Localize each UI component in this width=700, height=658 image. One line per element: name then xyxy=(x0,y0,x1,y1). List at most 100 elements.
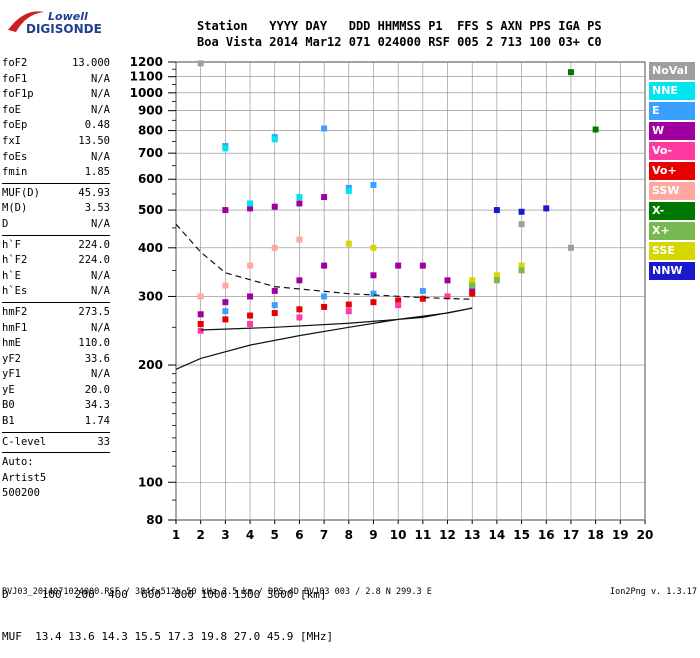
data-point xyxy=(271,136,278,143)
param-value: 34.3 xyxy=(84,399,110,412)
legend-item: E xyxy=(649,102,695,120)
x-tick-label: 2 xyxy=(197,528,205,542)
y-tick-label: 80 xyxy=(146,513,163,527)
y-tick-label: 100 xyxy=(138,475,163,489)
param-row: foF1 N/A xyxy=(2,72,110,88)
logo-line2: DIGISONDE xyxy=(26,22,102,36)
data-point xyxy=(518,208,525,215)
data-point xyxy=(493,277,500,284)
data-point xyxy=(419,287,426,294)
param-row: foF1p N/A xyxy=(2,87,110,103)
param-name: h`E xyxy=(2,269,21,282)
data-point xyxy=(197,60,204,67)
x-tick-label: 14 xyxy=(489,528,506,542)
param-name: hmF2 xyxy=(2,305,28,318)
param-name: B1 xyxy=(2,415,15,428)
param-value: N/A xyxy=(91,72,110,85)
param-value: N/A xyxy=(91,217,110,230)
param-name: foE xyxy=(2,103,21,116)
param-row: fmin 1.85 xyxy=(2,165,110,181)
param-name: M(D) xyxy=(2,202,28,215)
param-name: yF1 xyxy=(2,368,21,381)
param-row: hmF1 N/A xyxy=(2,321,110,337)
param-name: yE xyxy=(2,383,15,396)
legend-item: SSE xyxy=(649,242,695,260)
data-point xyxy=(345,187,352,194)
data-point xyxy=(543,205,550,212)
data-point xyxy=(247,312,254,319)
data-point xyxy=(222,299,229,306)
param-name: h`F2 xyxy=(2,254,28,267)
param-value: 20.0 xyxy=(84,383,110,396)
data-point xyxy=(296,200,303,207)
x-tick-label: 19 xyxy=(612,528,629,542)
data-point xyxy=(493,207,500,214)
param-row: h`F2 224.0 xyxy=(2,253,110,269)
param-row: yE 20.0 xyxy=(2,383,110,399)
y-tick-label: 400 xyxy=(138,241,163,255)
data-point xyxy=(370,272,377,279)
data-point xyxy=(296,306,303,313)
param-name: foEs xyxy=(2,150,28,163)
data-point xyxy=(395,302,402,309)
data-point xyxy=(469,282,476,289)
param-value: 224.0 xyxy=(78,238,110,251)
param-row: yF2 33.6 xyxy=(2,352,110,368)
param-value: 273.5 xyxy=(78,305,110,318)
separator xyxy=(2,301,110,303)
data-point xyxy=(321,194,328,201)
param-row: hmF2 273.5 xyxy=(2,305,110,321)
ionogram-plot: 1 2 3 4 5 6 7 8 9 10 11 12 13 14 15 16 17 18 19 20801002003… xyxy=(130,55,654,542)
distance-row: D 100 200 400 600 800 1000 1500 3000 [km… xyxy=(2,588,327,601)
param-value: 33.6 xyxy=(84,352,110,365)
y-tick-label: 900 xyxy=(138,104,163,118)
param-row: h`E N/A xyxy=(2,269,110,285)
data-point xyxy=(296,236,303,243)
data-point xyxy=(419,262,426,269)
data-point xyxy=(247,205,254,212)
data-point xyxy=(222,282,229,289)
param-name: foEp xyxy=(2,119,28,132)
data-point xyxy=(321,262,328,269)
legend-item: SSW xyxy=(649,182,695,200)
legend-item: X- xyxy=(649,202,695,220)
data-point xyxy=(469,290,476,297)
param-name: fmin xyxy=(2,166,28,179)
param-name: h`F xyxy=(2,238,21,251)
data-point xyxy=(222,308,229,315)
param-name: yF2 xyxy=(2,352,21,365)
separator xyxy=(2,234,110,236)
polarization-legend: NoVal NNE E W Vo- Vo+ SSW X- X+ SSE NNW xyxy=(649,62,695,282)
x-tick-label: 7 xyxy=(320,528,328,542)
param-value: N/A xyxy=(91,321,110,334)
param-name: foF2 xyxy=(2,57,28,69)
x-tick-label: 15 xyxy=(513,528,530,542)
data-point xyxy=(567,244,574,251)
legend-item: W xyxy=(649,122,695,140)
x-tick-label: 1 xyxy=(172,528,180,542)
param-value: N/A xyxy=(91,285,110,298)
param-name: hmE xyxy=(2,337,21,350)
x-tick-label: 13 xyxy=(464,528,481,542)
legend-item: NNE xyxy=(649,82,695,100)
data-point xyxy=(592,126,599,133)
data-point xyxy=(296,314,303,321)
data-point xyxy=(197,320,204,327)
param-row: B0 34.3 xyxy=(2,398,110,414)
x-tick-label: 16 xyxy=(538,528,555,542)
data-point xyxy=(370,244,377,251)
legend-item: NoVal xyxy=(649,62,695,80)
param-name: hmF1 xyxy=(2,321,28,334)
y-tick-label: 600 xyxy=(138,172,163,186)
data-point xyxy=(518,262,525,269)
x-tick-label: 11 xyxy=(414,528,431,542)
data-point xyxy=(518,221,525,228)
data-point xyxy=(518,267,525,274)
param-row: B1 1.74 xyxy=(2,414,110,430)
x-tick-label: 3 xyxy=(221,528,229,542)
separator xyxy=(2,431,110,433)
param-value: N/A xyxy=(91,150,110,163)
x-tick-label: 6 xyxy=(295,528,303,542)
logo-line1: Lowell xyxy=(48,10,88,23)
data-point xyxy=(321,293,328,300)
